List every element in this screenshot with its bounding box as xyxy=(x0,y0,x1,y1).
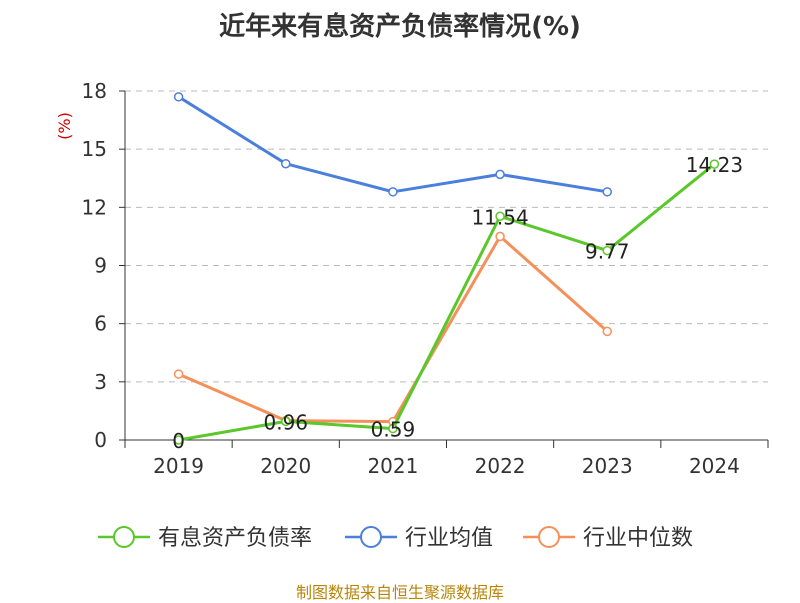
data-point xyxy=(709,159,720,169)
y-tick-label: 15 xyxy=(82,137,107,161)
x-tick-label: 2023 xyxy=(582,454,633,478)
data-point xyxy=(173,369,184,379)
data-point xyxy=(602,326,612,337)
axes: 0 3 6 9 12 15 18 2019 2020 2021 2022 2023 2024 (%) xyxy=(55,79,769,478)
x-tick-label: 2020 xyxy=(260,454,311,478)
x-tick-label: 2021 xyxy=(367,454,418,478)
data-point xyxy=(495,169,505,180)
legend-item-1[interactable]: 有息资产负债率 xyxy=(98,526,312,551)
grid-lines xyxy=(125,90,768,383)
y-tick-label: 6 xyxy=(94,312,107,336)
y-tick-label: 0 xyxy=(94,428,107,452)
data-labels: 0 0.96 0.59 11.54 9.77 14.23 xyxy=(172,153,743,453)
legend-item-3[interactable]: 行业中位数 xyxy=(523,526,693,551)
x-tick-label: 2022 xyxy=(475,454,526,478)
data-label: 14.23 xyxy=(686,153,743,177)
x-tick-label: 2019 xyxy=(153,454,204,478)
legend-label: 行业中位数 xyxy=(583,526,693,551)
legend-marker xyxy=(538,526,560,548)
data-point xyxy=(388,423,398,434)
data-label: 0.96 xyxy=(263,410,308,434)
data-point xyxy=(281,416,291,427)
legend-marker xyxy=(113,526,135,548)
data-point xyxy=(173,92,184,102)
data-label: 9.77 xyxy=(585,240,630,264)
data-label: 11.54 xyxy=(471,205,528,229)
data-point xyxy=(173,435,184,445)
legend: 有息资产负债率 行业均值 行业中位数 xyxy=(98,526,693,551)
source-note: 制图数据来自恒生聚源数据库 xyxy=(295,583,504,602)
legend-marker xyxy=(360,526,382,548)
y-tick-label: 12 xyxy=(82,195,107,219)
data-point xyxy=(602,187,612,197)
y-axis-label: (%) xyxy=(55,112,74,140)
x-tick-label: 2024 xyxy=(689,454,740,478)
series-line-3 xyxy=(178,234,609,424)
data-point xyxy=(281,158,291,169)
data-point xyxy=(495,231,505,242)
y-tick-label: 9 xyxy=(94,254,107,278)
data-point xyxy=(495,211,505,222)
legend-label: 有息资产负债率 xyxy=(158,526,312,551)
series-line-1 xyxy=(178,162,716,442)
data-label: 0.59 xyxy=(371,418,416,442)
legend-item-2[interactable]: 行业均值 xyxy=(345,526,493,551)
chart-title: 近年来有息资产负债率情况(%) xyxy=(219,12,581,42)
y-tick-label: 18 xyxy=(82,79,107,103)
data-point xyxy=(388,187,398,197)
data-label: 0 xyxy=(172,429,185,453)
legend-label: 行业均值 xyxy=(405,526,493,551)
series-line-2 xyxy=(177,95,608,194)
data-point xyxy=(602,245,612,256)
series-layer xyxy=(173,92,720,445)
y-tick-label: 3 xyxy=(94,370,107,394)
